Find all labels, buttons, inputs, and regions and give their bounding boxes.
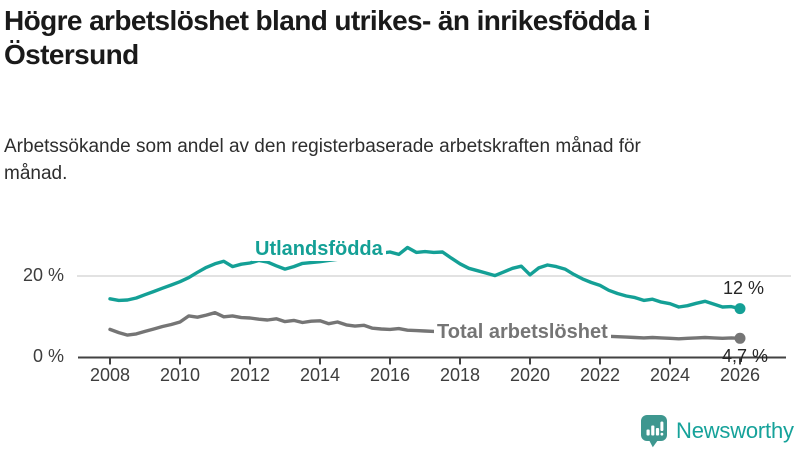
x-axis-label-2010: 2010 — [159, 365, 201, 385]
end-value-label-total: 4,7 % — [722, 346, 769, 366]
chart-subtitle: Arbetssökande som andel av den registerb… — [4, 136, 641, 184]
y-axis-label-0: 0 % — [32, 346, 64, 366]
series-label-total: Total arbetslöshet — [434, 321, 611, 344]
series-line-total — [108, 311, 742, 341]
x-axis-label-2026: 2026 — [719, 365, 761, 385]
x-axis-label-2014: 2014 — [299, 365, 341, 385]
series-line-utlandsfodda — [108, 245, 742, 311]
newsworthy-logo[interactable]: Newsworthy — [640, 414, 794, 448]
x-axis-label-2022: 2022 — [579, 365, 621, 385]
x-axis-label-2008: 2008 — [89, 365, 131, 385]
series-endpoint-utlandsfodda — [734, 303, 746, 315]
series-label-utlandsfodda: Utlandsfödda — [252, 238, 386, 261]
brand-name: Newsworthy — [676, 418, 794, 443]
series-endpoint-total — [734, 332, 746, 344]
x-axis-label-2016: 2016 — [369, 365, 411, 385]
bar-chart-speech-bubble-icon — [641, 415, 667, 448]
x-axis-label-2018: 2018 — [439, 365, 481, 385]
x-axis-label-2020: 2020 — [509, 365, 551, 385]
x-axis-label-2012: 2012 — [229, 365, 271, 385]
y-axis-label-20: 20 % — [22, 265, 64, 285]
x-axis-label-2024: 2024 — [649, 365, 691, 385]
x-axis-ticks — [109, 357, 741, 365]
chart-title: Högre arbetslöshet bland utrikes- än inr… — [4, 5, 651, 71]
end-value-label-utlandsfodda: 12 % — [723, 278, 765, 298]
